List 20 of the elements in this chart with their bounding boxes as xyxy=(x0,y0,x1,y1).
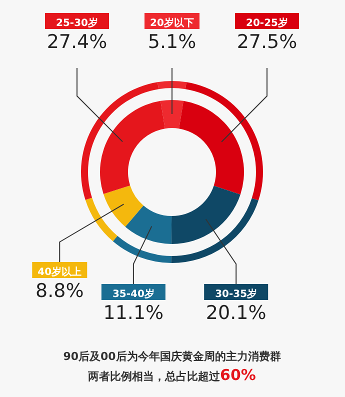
slice-label: 20-25岁 xyxy=(246,17,288,29)
text: 两者比例相当，总占比超过60% xyxy=(87,366,256,384)
slice-label: 25-30岁 xyxy=(56,17,98,29)
data-label: 11.1% xyxy=(103,302,164,324)
data-label: 27.4% xyxy=(46,31,108,53)
donut-slice xyxy=(103,185,144,227)
donut-slice xyxy=(171,186,240,244)
text: 90后及00后为今年国庆黄金周的主力消费群 xyxy=(63,350,281,363)
data-label: 8.8% xyxy=(35,280,84,302)
data-label: 5.1% xyxy=(148,31,196,53)
donut-slice xyxy=(100,100,165,194)
slice-label: 30-35岁 xyxy=(215,288,258,300)
donut-slice xyxy=(125,205,172,244)
data-label: 27.5% xyxy=(236,31,298,53)
donut-slice xyxy=(160,100,184,129)
donut-slice xyxy=(179,100,244,194)
slice-label: 40岁以上 xyxy=(38,266,82,278)
slice-label: 35-40岁 xyxy=(112,288,154,300)
slice-label: 20岁以下 xyxy=(150,17,194,29)
data-label: 20.1% xyxy=(206,302,266,324)
